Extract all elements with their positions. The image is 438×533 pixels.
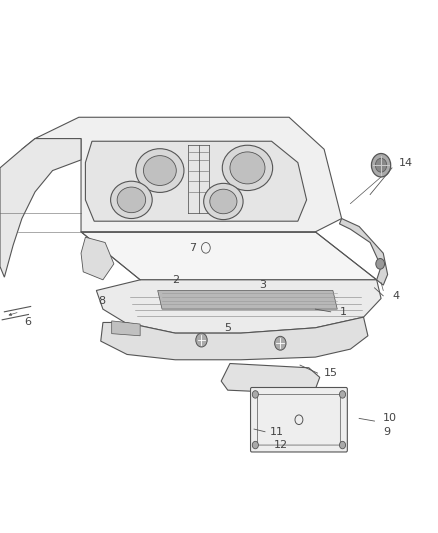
Text: 15: 15 bbox=[324, 368, 338, 378]
Text: 8: 8 bbox=[99, 296, 106, 306]
Text: 5: 5 bbox=[224, 323, 231, 333]
Ellipse shape bbox=[204, 183, 243, 220]
Polygon shape bbox=[101, 317, 368, 360]
Text: 12: 12 bbox=[274, 440, 288, 450]
Ellipse shape bbox=[117, 187, 145, 213]
Text: 10: 10 bbox=[383, 414, 397, 423]
Circle shape bbox=[376, 259, 385, 269]
Polygon shape bbox=[221, 364, 320, 393]
Text: 4: 4 bbox=[392, 291, 399, 301]
Text: 9: 9 bbox=[383, 427, 390, 437]
Circle shape bbox=[196, 333, 207, 347]
Text: 2: 2 bbox=[172, 275, 179, 285]
Ellipse shape bbox=[230, 152, 265, 184]
Ellipse shape bbox=[222, 145, 272, 190]
Polygon shape bbox=[81, 232, 377, 280]
Polygon shape bbox=[112, 321, 140, 336]
Text: 6: 6 bbox=[24, 318, 31, 327]
Circle shape bbox=[252, 391, 258, 398]
Ellipse shape bbox=[110, 181, 152, 219]
Polygon shape bbox=[158, 290, 337, 309]
Ellipse shape bbox=[143, 156, 177, 185]
Circle shape bbox=[339, 441, 346, 449]
Polygon shape bbox=[339, 219, 388, 285]
Circle shape bbox=[275, 336, 286, 350]
FancyBboxPatch shape bbox=[251, 387, 347, 452]
Text: 11: 11 bbox=[269, 427, 283, 437]
Circle shape bbox=[252, 441, 258, 449]
Circle shape bbox=[339, 391, 346, 398]
Polygon shape bbox=[22, 117, 342, 232]
Ellipse shape bbox=[136, 149, 184, 192]
Polygon shape bbox=[96, 280, 381, 333]
Circle shape bbox=[375, 158, 387, 172]
Text: 7: 7 bbox=[189, 243, 196, 253]
Polygon shape bbox=[85, 141, 307, 221]
Ellipse shape bbox=[210, 189, 237, 214]
Text: 3: 3 bbox=[259, 280, 266, 290]
Text: 1: 1 bbox=[339, 307, 346, 317]
Polygon shape bbox=[81, 237, 114, 280]
Polygon shape bbox=[0, 139, 81, 277]
Text: 14: 14 bbox=[399, 158, 413, 167]
Circle shape bbox=[371, 154, 391, 177]
